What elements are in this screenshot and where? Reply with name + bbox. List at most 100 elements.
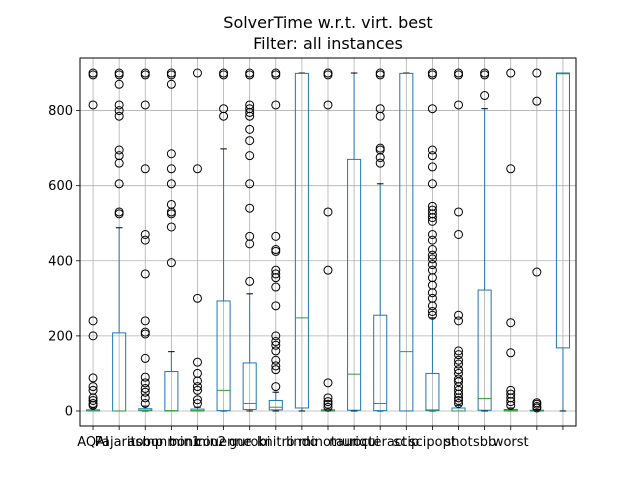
y-tick-label: 600: [48, 179, 73, 194]
y-tick-label: 0: [65, 404, 73, 419]
x-tick-label: bonmin2: [169, 435, 226, 450]
outlier-point: [427, 145, 437, 155]
outlier-point: [454, 310, 464, 320]
x-tick-label: shot: [444, 435, 472, 450]
outlier-point: [375, 143, 385, 153]
outlier-point: [140, 229, 150, 239]
box-iqr: [425, 372, 440, 412]
outlier-point: [454, 100, 464, 110]
outlier-point: [245, 136, 255, 146]
outlier-point: [532, 401, 542, 411]
outlier-point: [506, 389, 516, 399]
outlier-point: [454, 368, 464, 378]
chart-title: SolverTime w.r.t. virt. best: [223, 13, 432, 32]
box-group: [347, 72, 362, 412]
box-group: [294, 72, 309, 412]
outlier-point: [454, 395, 464, 405]
x-tick-label: sbb: [473, 435, 496, 450]
grid-layer: [80, 58, 576, 426]
box-group: [138, 68, 153, 412]
x-tick-label: worst: [493, 435, 529, 450]
box-iqr: [268, 399, 283, 411]
x-tick-label: AQAI: [77, 435, 109, 450]
outlier-point: [114, 79, 124, 89]
outlier-point: [140, 378, 150, 388]
outlier-point: [271, 231, 281, 241]
x-tick-label: knitro: [257, 435, 295, 450]
outlier-point: [506, 164, 516, 174]
outlier-point: [271, 337, 281, 347]
outlier-point: [271, 100, 281, 110]
outlier-point: [323, 207, 333, 217]
outlier-point: [192, 395, 202, 405]
x-tick-label: lindo: [286, 435, 318, 450]
box-group: [242, 68, 257, 412]
outlier-point: [427, 151, 437, 161]
outlier-point: [323, 265, 333, 275]
outlier-point: [454, 207, 464, 217]
box-iqr: [242, 362, 257, 410]
outlier-point: [427, 260, 437, 270]
outlier-point: [88, 395, 98, 405]
box-iqr: [477, 289, 492, 411]
outlier-point: [454, 374, 464, 384]
box-group: [86, 68, 101, 412]
box-iqr: [347, 158, 362, 411]
outlier-point: [454, 346, 464, 356]
outlier-point: [88, 100, 98, 110]
outlier-point: [532, 96, 542, 106]
outlier-point: [323, 393, 333, 403]
outlier-point: [166, 258, 176, 268]
outlier-point: [271, 245, 281, 255]
outlier-point: [271, 282, 281, 292]
outlier-point: [166, 164, 176, 174]
box-group: [451, 68, 466, 412]
outlier-point: [192, 398, 202, 408]
outlier-point: [166, 199, 176, 209]
outlier-point: [271, 365, 281, 375]
outlier-point: [454, 229, 464, 239]
box-group: [425, 68, 440, 412]
box-iqr: [555, 72, 570, 349]
outlier-point: [140, 316, 150, 326]
box-group: [216, 68, 231, 412]
box-group: [555, 72, 570, 412]
outlier-point: [427, 229, 437, 239]
outlier-point: [114, 145, 124, 155]
outlier-point: [454, 365, 464, 375]
x-tick-label: Pajarito: [95, 435, 144, 450]
box-group: [190, 68, 205, 412]
outlier-point: [506, 348, 516, 358]
outlier-point: [271, 382, 281, 392]
x-tick-label: scip: [393, 435, 419, 450]
outlier-point: [427, 254, 437, 264]
outlier-point: [323, 100, 333, 110]
outlier-point: [427, 104, 437, 114]
outlier-point: [271, 269, 281, 279]
outlier-point: [271, 301, 281, 311]
outlier-point: [454, 355, 464, 365]
outlier-point: [427, 205, 437, 215]
y-tick-label: 800: [48, 104, 73, 119]
outlier-point: [480, 91, 490, 101]
tick-layer: 0 200 400 600 800 AQAIPajaritoasmpbonmin1bonm…: [48, 104, 564, 450]
outlier-point: [114, 100, 124, 110]
outlier-point: [427, 201, 437, 211]
y-tick-label: 400: [48, 254, 73, 269]
x-tick-label: scipopt: [409, 435, 456, 450]
outlier-point: [192, 368, 202, 378]
outlier-point: [480, 68, 490, 78]
outlier-point: [427, 306, 437, 316]
outlier-point: [506, 318, 516, 328]
box-group: [268, 68, 283, 412]
box-layer: [86, 68, 570, 413]
outlier-point: [323, 397, 333, 407]
outlier-point: [140, 372, 150, 382]
outlier-point: [88, 331, 98, 341]
x-tick-label: octeract: [353, 435, 407, 450]
outlier-point: [114, 68, 124, 78]
outlier-point: [192, 385, 202, 395]
outlier-point: [271, 346, 281, 356]
outlier-point: [532, 398, 542, 408]
outlier-point: [427, 179, 437, 189]
